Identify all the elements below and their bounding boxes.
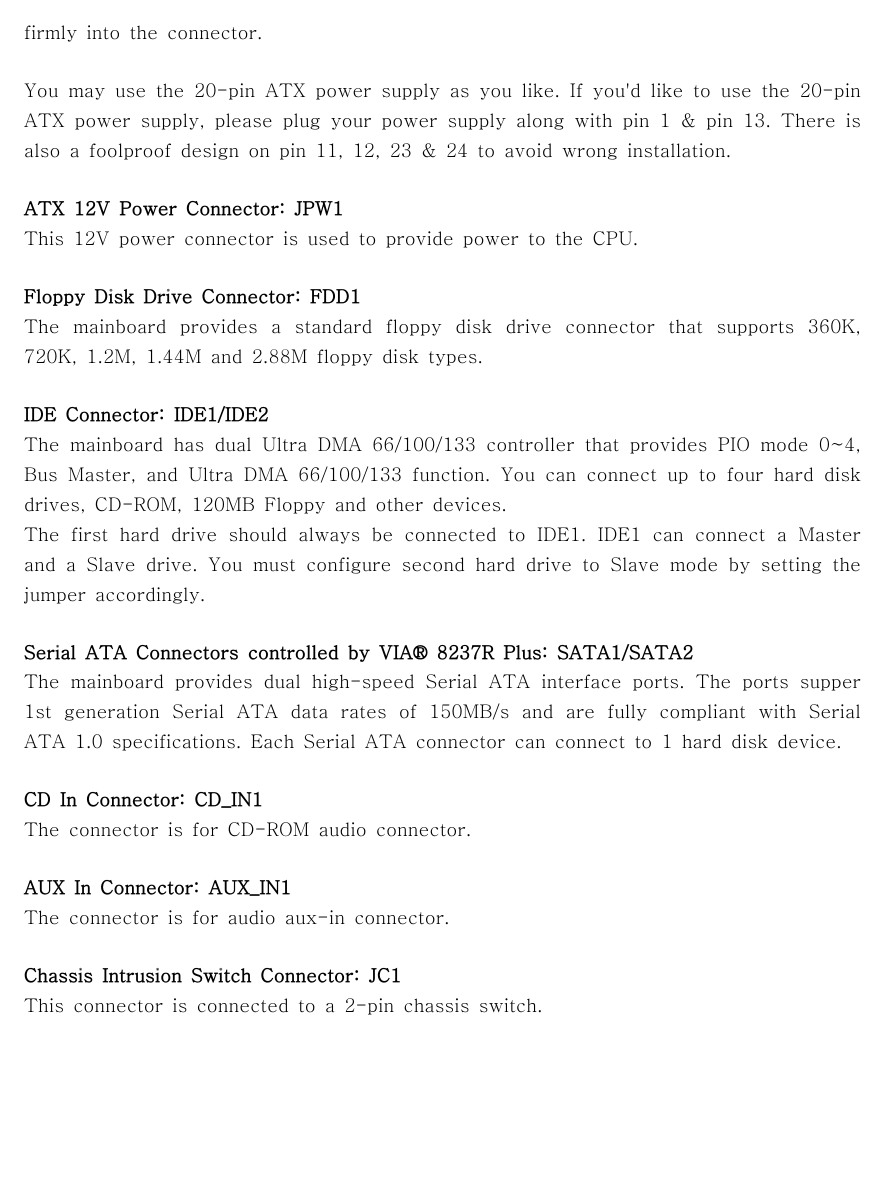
- body-fdd: The mainboard provides a standard floppy…: [24, 312, 861, 372]
- section-auxin: AUX In Connector: AUX_IN1 The connector …: [24, 873, 861, 933]
- section-cdin: CD In Connector: CD_IN1 The connector is…: [24, 785, 861, 845]
- page-content: firmly into the connector. You may use t…: [0, 0, 885, 1039]
- body-auxin: The connector is for audio aux-in connec…: [24, 903, 861, 933]
- body-cdin: The connector is for CD-ROM audio connec…: [24, 815, 861, 845]
- body-chassis: This connector is connected to a 2-pin c…: [24, 991, 861, 1021]
- intro-paragraph: You may use the 20-pin ATX power supply …: [24, 76, 861, 166]
- heading-fdd: Floppy Disk Drive Connector: FDD1: [24, 282, 861, 312]
- heading-sata: Serial ATA Connectors controlled by VIA®…: [24, 638, 861, 668]
- section-sata: Serial ATA Connectors controlled by VIA®…: [24, 638, 861, 758]
- heading-chassis: Chassis Intrusion Switch Connector: JC1: [24, 961, 861, 991]
- section-chassis: Chassis Intrusion Switch Connector: JC1 …: [24, 961, 861, 1021]
- section-fdd: Floppy Disk Drive Connector: FDD1 The ma…: [24, 282, 861, 372]
- spacer: [24, 48, 861, 76]
- section-ide: IDE Connector: IDE1/IDE2 The mainboard h…: [24, 400, 861, 610]
- body-sata: The mainboard provides dual high-speed S…: [24, 667, 861, 757]
- heading-atx12v: ATX 12V Power Connector: JPW1: [24, 194, 861, 224]
- body-atx12v: This 12V power connector is used to prov…: [24, 224, 861, 254]
- intro-fragment: firmly into the connector.: [24, 18, 861, 48]
- section-atx12v: ATX 12V Power Connector: JPW1 This 12V p…: [24, 194, 861, 254]
- body-ide-1: The mainboard has dual Ultra DMA 66/100/…: [24, 430, 861, 520]
- heading-ide: IDE Connector: IDE1/IDE2: [24, 400, 861, 430]
- heading-auxin: AUX In Connector: AUX_IN1: [24, 873, 861, 903]
- heading-cdin: CD In Connector: CD_IN1: [24, 785, 861, 815]
- body-ide-2: The first hard drive should always be co…: [24, 520, 861, 610]
